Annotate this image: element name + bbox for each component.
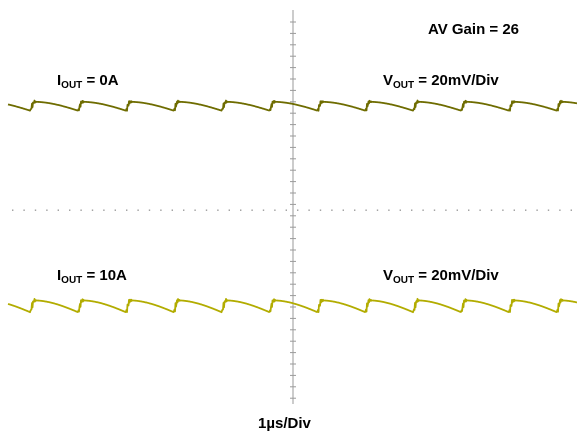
grid-horizontal-dot (137, 209, 139, 211)
grid-horizontal-dot (422, 209, 424, 211)
bottom-voltage-scale-label: VOUT = 20mV/Div (383, 268, 499, 286)
grid-horizontal-dot (103, 209, 105, 211)
top-voltage-scale-label: VOUT = 20mV/Div (383, 73, 499, 91)
grid-horizontal-dot (23, 209, 25, 211)
grid-horizontal-dot (468, 209, 470, 211)
bottom-voltage-prefix: V (383, 267, 394, 284)
bottom-current-label: IOUT = 10A (57, 268, 127, 286)
grid-horizontal-dot (502, 209, 504, 211)
top-current-value: = 0A (82, 72, 119, 89)
grid-horizontal-dot (536, 209, 538, 211)
grid-horizontal-dot (217, 209, 219, 211)
grid-horizontal-dot (194, 209, 196, 211)
grid-horizontal-dot (251, 209, 253, 211)
top-current-subscript: OUT (61, 80, 83, 91)
grid-horizontal-dot (411, 209, 413, 211)
bottom-voltage-value: = 20mV/Div (414, 267, 499, 284)
bottom-current-value: = 10A (82, 267, 127, 284)
grid-horizontal-dot (388, 209, 390, 211)
top-voltage-prefix: V (383, 72, 394, 89)
grid-horizontal-dot (308, 209, 310, 211)
grid-horizontal-dot (490, 209, 493, 211)
traces (7, 99, 577, 314)
grid-horizontal-dot (433, 209, 436, 211)
bottom-voltage-subscript: OUT (393, 275, 415, 286)
grid-horizontal-dot (559, 209, 561, 211)
grid-horizontal-dot (399, 209, 401, 211)
top-voltage-value: = 20mV/Div (414, 72, 499, 89)
grid-horizontal-dot (205, 209, 208, 211)
grid-horizontal-dot (376, 209, 379, 211)
grid-horizontal-dot (297, 209, 299, 211)
grid-horizontal-dot (479, 209, 481, 211)
grid-horizontal-dot (148, 209, 151, 211)
grid-horizontal-dot (69, 209, 71, 211)
trace-iout-0a (7, 99, 577, 112)
grid-horizontal-dot (331, 209, 333, 211)
grid-horizontal-dot (365, 209, 367, 211)
grid-horizontal-dot (57, 209, 59, 211)
top-current-label: IOUT = 0A (57, 73, 119, 91)
grid-horizontal-dot (445, 209, 447, 211)
bottom-current-prefix: I (57, 267, 62, 284)
grid-horizontal-dot (274, 209, 276, 211)
grid-horizontal-dot (570, 209, 572, 211)
grid-horizontal-dot (525, 209, 527, 211)
grid-horizontal-dot (34, 209, 37, 211)
grid-horizontal-dot (171, 209, 173, 211)
grid-horizontal-dot (46, 209, 48, 211)
grid-horizontal-dot (80, 209, 82, 211)
grid-horizontal-dot (114, 209, 116, 211)
grid-horizontal-dot (319, 209, 322, 211)
grid-horizontal-dot (456, 209, 458, 211)
grid-horizontal-dot (513, 209, 515, 211)
grid-horizontal-dot (262, 209, 265, 211)
bottom-current-subscript: OUT (61, 275, 83, 286)
timebase-label: 1µs/Div (258, 415, 311, 432)
grid-horizontal-dot (126, 209, 128, 211)
top-voltage-subscript: OUT (393, 80, 415, 91)
grid-horizontal-dot (547, 209, 550, 211)
grid-horizontal-dot (183, 209, 185, 211)
grid-horizontal-dot (240, 209, 242, 211)
top-current-prefix: I (57, 72, 62, 89)
trace-iout-10a (7, 297, 577, 314)
grid-horizontal-dot (228, 209, 230, 211)
grid-horizontal-dot (342, 209, 344, 211)
grid (12, 10, 572, 404)
grid-horizontal-dot (160, 209, 162, 211)
gain-label: AV Gain = 26 (428, 21, 520, 38)
grid-horizontal-dot (12, 209, 14, 211)
grid-horizontal-dot (354, 209, 356, 211)
grid-horizontal-dot (91, 209, 94, 211)
grid-horizontal-dot (285, 209, 287, 211)
